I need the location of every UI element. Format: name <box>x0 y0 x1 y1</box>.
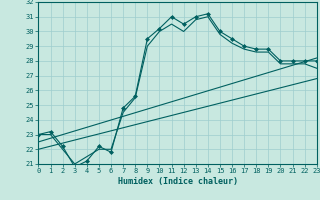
X-axis label: Humidex (Indice chaleur): Humidex (Indice chaleur) <box>118 177 238 186</box>
